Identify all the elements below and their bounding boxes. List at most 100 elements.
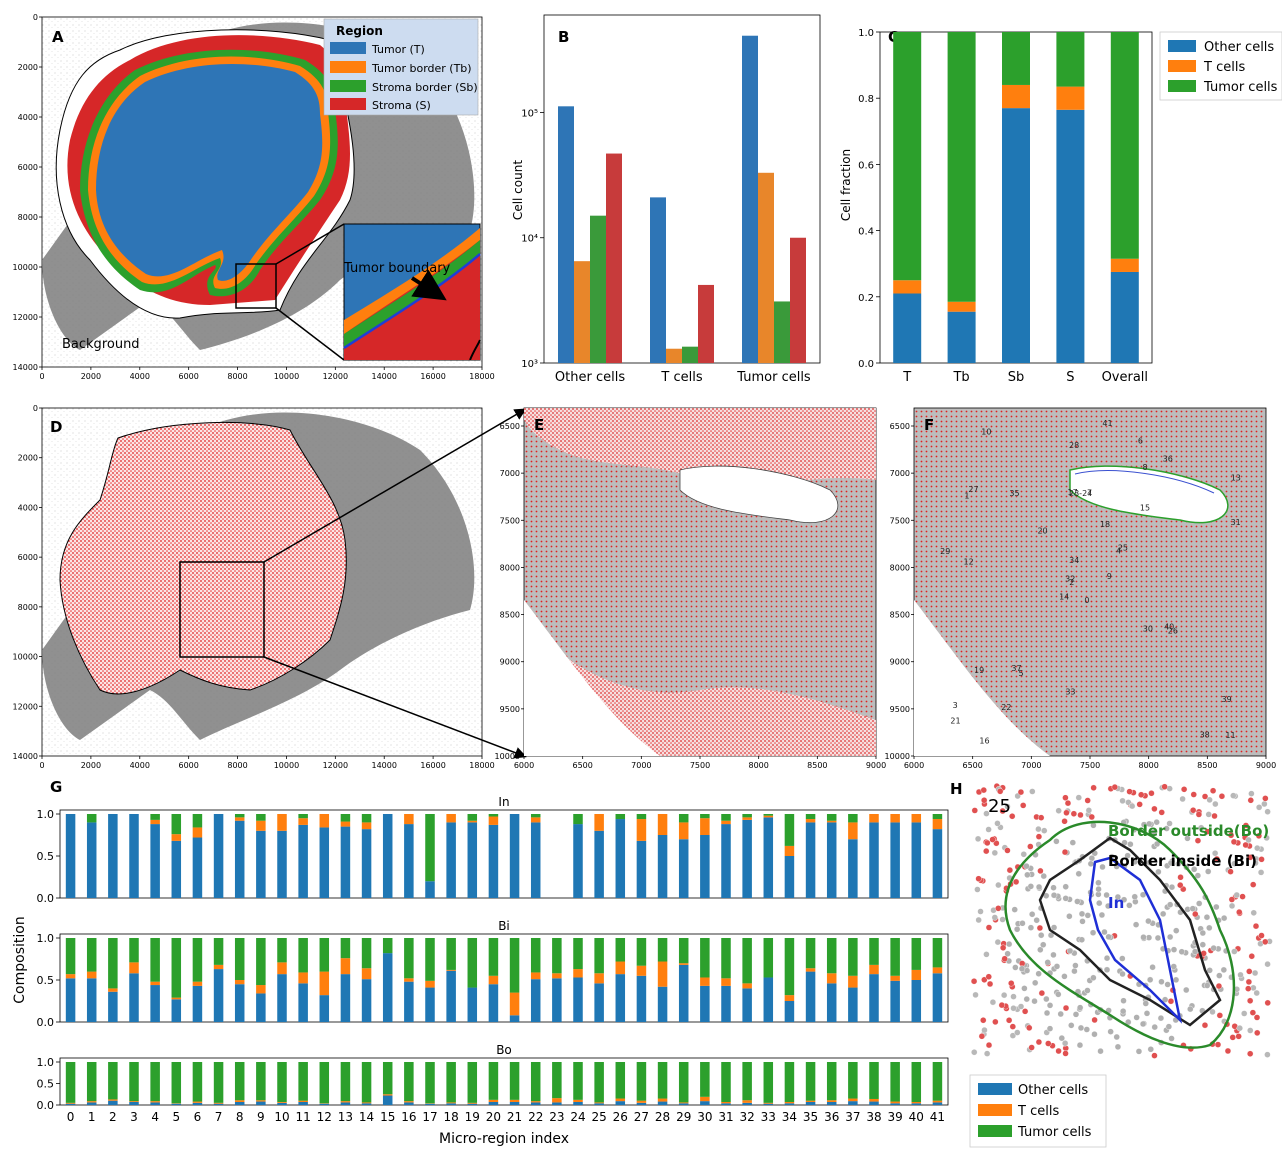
panel-a-legend-2: Stroma border (Sb) <box>372 81 478 94</box>
panel-h-cell <box>1061 1040 1069 1047</box>
panel-g-bar <box>594 814 604 831</box>
panel-h-cell <box>1038 932 1045 939</box>
panel-g-bar <box>657 1101 668 1105</box>
panel-h-cell <box>1255 832 1263 840</box>
panel-h-cell <box>1245 985 1252 992</box>
panel-h-cell <box>1120 997 1127 1004</box>
panel-g-bar <box>742 819 752 898</box>
panel-h-cell <box>1050 884 1057 891</box>
panel-h-cell <box>1098 911 1106 919</box>
panel-h-cell <box>1061 848 1069 856</box>
panel-h-cell <box>1033 917 1040 924</box>
panel-g-bar <box>678 814 689 823</box>
panel-h-cell <box>1246 968 1253 975</box>
panel-d-ytick-label: 8000 <box>18 603 38 612</box>
panel-g-bar <box>488 975 499 985</box>
panel-h-cell <box>1062 895 1069 902</box>
panel-g-bar <box>636 1062 647 1101</box>
panel-b-ytick-label: 10⁴ <box>521 234 538 245</box>
panel-g-xtick-label: 16 <box>401 1110 416 1124</box>
panel-h-cell <box>1043 995 1050 1003</box>
panel-c-ytick-label: 0.8 <box>858 94 874 105</box>
panel-g-bar <box>192 985 203 1022</box>
panel-g-bar <box>234 980 245 985</box>
panel-g-bar <box>361 1103 372 1105</box>
panel-g-bar <box>361 1062 372 1103</box>
panel-h-cell <box>1021 985 1028 992</box>
panel-h-cell <box>1153 818 1160 826</box>
panel-g-bar <box>826 814 837 821</box>
panel-h-cell <box>1076 1004 1084 1011</box>
panel-e-xtick-label: 9000 <box>866 761 886 770</box>
panel-g-bar <box>530 817 541 823</box>
panel-h-border-outside <box>1004 820 1236 1049</box>
panel-g-bar <box>467 987 478 1022</box>
panel-g-bar <box>530 1101 541 1103</box>
panel-g-bar <box>932 938 943 968</box>
panel-h-cell <box>1246 1050 1254 1057</box>
panel-h-cell <box>1066 913 1073 920</box>
panel-g-bar <box>404 1101 414 1103</box>
panel-g-bar <box>256 1062 266 1101</box>
panel-g-bar <box>488 938 499 976</box>
panel-a: Tumor boundary Region Tumor (T) Tumor bo… <box>13 13 495 381</box>
panel-f-xtick-label: 6000 <box>904 761 924 770</box>
panel-h-border-inside-label: Border inside (Bi) <box>1108 852 1257 870</box>
panel-g-xtick-label: 7 <box>215 1110 223 1124</box>
panel-h-cell <box>1037 867 1044 875</box>
panel-g-bar <box>192 827 203 838</box>
panel-g-bar <box>234 817 245 821</box>
panel-g-bar <box>86 822 97 898</box>
panel-g-bar <box>150 814 160 820</box>
panel-f-region-label: 23-24 <box>1069 489 1092 498</box>
panel-g-bar <box>298 1100 308 1102</box>
panel-g-xtick-label: 20 <box>486 1110 501 1124</box>
panel-h-cell <box>1242 841 1249 849</box>
panel-g-bar <box>298 1062 308 1101</box>
panel-h-cell <box>1088 855 1096 862</box>
panel-g-bar <box>848 1062 858 1099</box>
panel-e-xtick-label: 8500 <box>807 761 827 770</box>
panel-g-bar <box>277 814 287 831</box>
panel-g-bar <box>256 830 266 898</box>
panel-g-bar <box>700 938 710 978</box>
panel-h-cell <box>1024 871 1031 879</box>
panel-h-cell <box>1037 814 1045 821</box>
panel-e-ytick-label: 10000 <box>495 752 520 761</box>
panel-h-cell <box>1127 841 1134 848</box>
panel-e-red-region-1 <box>524 408 876 488</box>
panel-h-cell <box>1250 881 1257 888</box>
panel-h-cell <box>999 944 1007 951</box>
panel-h-cell <box>1072 1011 1080 1018</box>
panel-g-bar <box>382 1094 393 1096</box>
panel-h-cell <box>1166 933 1174 941</box>
panel-g-bar <box>425 980 435 988</box>
panel-d-ytick-label: 6000 <box>18 553 38 562</box>
panel-g-xlabel: Micro-region index <box>439 1131 569 1147</box>
panel-c-bar <box>1110 32 1139 259</box>
panel-h-cell <box>1062 1050 1069 1057</box>
panel-g-bar <box>552 1102 562 1105</box>
panel-g-bar <box>530 1102 541 1105</box>
panel-h-cell <box>1247 797 1254 804</box>
panel-f-region-label: 19 <box>974 666 984 675</box>
panel-g-bar <box>129 938 139 963</box>
panel-h-cell <box>1062 794 1069 801</box>
panel-g-bar <box>805 1100 816 1102</box>
panel-h-cell <box>1095 885 1102 893</box>
panel-g-bar <box>108 1062 118 1100</box>
panel-g-bar <box>150 981 160 986</box>
panel-g-bar <box>298 972 308 984</box>
panel-d-xtick-label: 14000 <box>371 761 396 770</box>
panel-h-cell <box>1227 868 1234 875</box>
panel-g-bar <box>192 1062 203 1102</box>
panel-h-cell <box>1253 989 1260 997</box>
panel-g-bar <box>192 1101 203 1103</box>
panel-g-bar <box>594 983 604 1022</box>
panel-h-cell <box>980 1017 987 1024</box>
panel-g-bar <box>784 1001 795 1022</box>
panel-g-bar <box>721 938 731 979</box>
panel-h-cell <box>1040 941 1047 948</box>
panel-f-inner-contour <box>1074 470 1215 494</box>
panel-h-cell <box>1254 1029 1261 1037</box>
